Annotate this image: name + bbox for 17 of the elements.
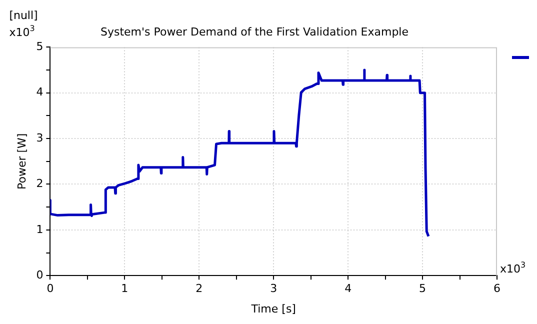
y-axis-title: Power [W]: [15, 133, 28, 190]
x-tick-label: 3: [270, 282, 278, 296]
text: [null]: [9, 9, 38, 22]
chart-title: System's Power Demand of the First Validation Example: [100, 25, 409, 38]
x-tick-label: 2: [196, 282, 203, 296]
x-tick-label: 5: [419, 282, 426, 296]
y-tick-label: 0: [36, 268, 44, 282]
x-tick-label: 1: [121, 282, 128, 296]
x-axis-title: Time [s]: [250, 302, 296, 316]
y-tick-label: 1: [36, 222, 44, 236]
y-tick-label: 5: [36, 40, 44, 54]
y-tick-label: 2: [36, 177, 44, 190]
y-tick-label: 3: [36, 131, 44, 144]
x-tick-label: 4: [344, 282, 352, 296]
y-tick-label: 4: [36, 86, 44, 99]
x-tick-label: 0: [46, 282, 54, 296]
x-tick-label: 6: [494, 282, 500, 296]
